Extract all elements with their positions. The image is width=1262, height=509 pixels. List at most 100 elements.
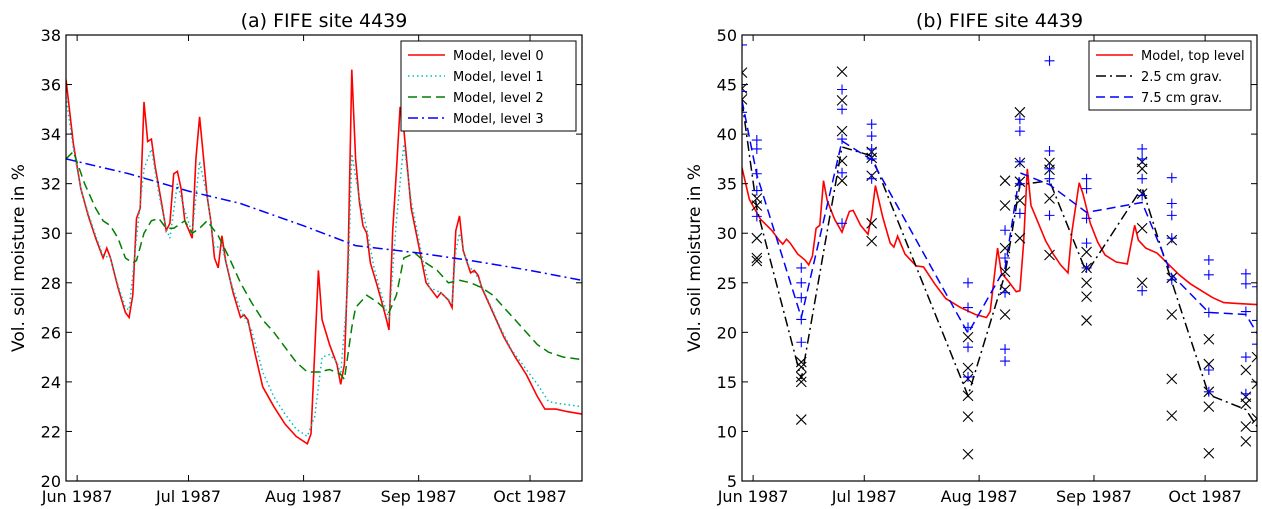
- data-point-x-marker: [1044, 249, 1055, 261]
- data-point-plus-marker: [751, 211, 762, 222]
- data-point-x-marker: [1081, 246, 1092, 258]
- y-tick-label: 30: [41, 224, 61, 243]
- data-point-plus-marker: [866, 173, 877, 184]
- data-point-x-marker: [795, 361, 807, 373]
- y-tick-label: 45: [717, 76, 737, 95]
- y-tick-label: 24: [41, 373, 61, 392]
- x-tick-label: Aug 1987: [265, 487, 342, 506]
- y-tick-label: 50: [717, 26, 737, 45]
- data-point-plus-marker: [963, 302, 974, 313]
- data-point-x-marker: [1136, 277, 1148, 289]
- x-tick-label: Jun 1987: [717, 487, 789, 506]
- data-point-plus-marker: [1014, 126, 1025, 137]
- data-point-x-marker: [999, 266, 1011, 278]
- y-axis-label: Vol. soil moisture in %: [685, 164, 705, 352]
- chart-title: (b) FIFE site 4439: [916, 10, 1083, 32]
- data-point-x-marker: [795, 356, 807, 368]
- axes-frame: [65, 34, 583, 482]
- y-tick-label: 26: [41, 323, 61, 342]
- data-point-x-marker: [795, 376, 807, 388]
- data-point-plus-marker: [1044, 55, 1055, 66]
- legend-entry: Model, top level: [1141, 49, 1245, 64]
- data-point-x-marker: [1014, 232, 1026, 244]
- data-point-plus-marker: [866, 143, 877, 154]
- data-point-x-marker: [1240, 421, 1252, 432]
- data-point-plus-marker: [1203, 307, 1214, 318]
- data-point-plus-marker: [866, 119, 877, 130]
- data-point-x-marker: [1044, 193, 1055, 204]
- data-point-x-marker: [751, 193, 763, 204]
- x-tick-label: Jul 1987: [831, 487, 897, 506]
- y-tick-label: 20: [41, 472, 61, 491]
- data-point-plus-marker: [1044, 210, 1055, 221]
- data-point-x-marker: [1014, 106, 1026, 118]
- data-point-plus-marker: [837, 134, 848, 145]
- data-point-plus-marker: [1000, 344, 1011, 355]
- data-point-x-marker: [836, 175, 848, 187]
- data-point-plus-marker: [837, 84, 848, 95]
- data-point-x-marker: [866, 217, 878, 229]
- data-point-x-marker: [751, 255, 763, 267]
- data-point-plus-marker: [1014, 114, 1025, 125]
- data-point-x-marker: [1166, 309, 1178, 320]
- data-point-x-marker: [751, 232, 763, 244]
- legend-entry: Model, level 3: [453, 112, 544, 127]
- data-point-plus-marker: [837, 218, 848, 229]
- data-point-plus-marker: [751, 143, 762, 154]
- data-point-x-marker: [962, 331, 974, 343]
- data-point-x-marker: [1166, 410, 1178, 421]
- data-point-plus-marker: [1137, 173, 1148, 184]
- data-point-plus-marker: [1000, 225, 1011, 236]
- data-point-plus-marker: [1240, 388, 1251, 399]
- data-point-plus-marker: [866, 131, 877, 142]
- data-point-plus-marker: [1203, 364, 1214, 375]
- data-point-plus-marker: [963, 277, 974, 288]
- series-line-4: [66, 158, 582, 282]
- data-point-plus-marker: [1081, 183, 1092, 194]
- data-point-x-marker: [1251, 413, 1257, 424]
- y-tick-label: 25: [717, 274, 737, 293]
- plot-area: [66, 69, 582, 446]
- data-point-x-marker: [1203, 333, 1215, 345]
- data-point-plus-marker: [751, 135, 762, 146]
- legend-entry: Model, level 0: [453, 49, 544, 64]
- data-point-x-marker: [795, 414, 807, 425]
- data-point-plus-marker: [1252, 339, 1257, 350]
- data-point-plus-marker: [1137, 190, 1148, 201]
- axes-frame: [741, 34, 1258, 482]
- data-point-x-marker: [1203, 447, 1215, 459]
- data-point-plus-marker: [751, 168, 762, 179]
- legend: Model, level 0 Model, level 1 Model, level…: [400, 40, 577, 132]
- data-point-plus-marker: [1252, 281, 1257, 292]
- data-point-x-marker: [836, 125, 848, 137]
- data-point-plus-marker: [1000, 356, 1011, 367]
- data-point-x-marker: [999, 309, 1011, 320]
- data-point-x-marker: [836, 66, 848, 78]
- data-point-plus-marker: [742, 107, 747, 118]
- x-tick-label: Oct 1987: [1168, 487, 1241, 506]
- data-point-plus-marker: [866, 153, 877, 164]
- x-tick-label: Jun 1987: [41, 487, 113, 506]
- data-point-plus-marker: [837, 167, 848, 178]
- data-point-x-marker: [866, 235, 878, 247]
- x-tick-label: Sep 1987: [381, 487, 457, 506]
- data-point-plus-marker: [1014, 156, 1025, 167]
- data-point-plus-marker: [796, 292, 807, 303]
- data-point-plus-marker: [1166, 210, 1177, 221]
- y-tick-label: 30: [717, 224, 737, 243]
- data-point-x-marker: [962, 362, 974, 374]
- series-line-3: [742, 100, 1257, 335]
- data-point-plus-marker: [1000, 287, 1011, 298]
- data-point-plus-marker: [1081, 213, 1092, 224]
- data-point-x-marker: [962, 448, 974, 460]
- data-point-x-marker: [999, 242, 1011, 254]
- data-point-x-marker: [1044, 157, 1055, 169]
- y-tick-label: 20: [717, 323, 737, 342]
- data-point-x-marker: [999, 175, 1011, 187]
- data-point-x-marker: [836, 95, 848, 106]
- data-point-x-marker: [1203, 358, 1215, 370]
- data-point-plus-marker: [796, 337, 807, 348]
- y-tick-label: 32: [41, 175, 61, 194]
- data-point-plus-marker: [1044, 163, 1055, 174]
